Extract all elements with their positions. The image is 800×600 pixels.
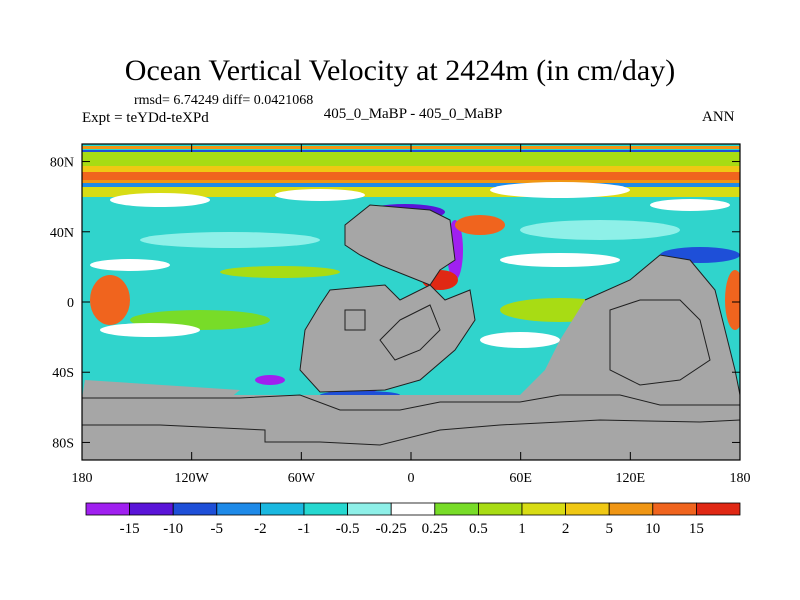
- colorbar-label: 1: [518, 521, 526, 537]
- colorbar-swatch: [565, 502, 610, 516]
- colorbar-swatch: [652, 502, 697, 516]
- stats-line: rmsd= 6.74249 diff= 0.0421068: [134, 93, 314, 108]
- colorbar-label: -10: [163, 521, 183, 537]
- colorbar-swatch: [347, 502, 392, 516]
- x-tick-label: 120W: [175, 471, 210, 486]
- y-tick-label: 40S: [52, 366, 74, 381]
- y-tick-label: 40N: [50, 226, 74, 241]
- x-axis: 180 120W 60W 0 60E 120E 180: [72, 144, 751, 486]
- x-tick-label: 180: [730, 471, 751, 486]
- colorbar-swatch: [608, 502, 654, 516]
- colorbar-label: 15: [689, 521, 704, 537]
- colorbar-label: -1: [298, 521, 311, 537]
- y-tick-label: 80S: [52, 436, 74, 451]
- season-label: ANN: [702, 109, 735, 125]
- colorbar-label: 2: [562, 521, 570, 537]
- colorbar-label: -5: [211, 521, 224, 537]
- x-tick-label: 60E: [509, 471, 532, 486]
- colorbar-swatch: [303, 502, 348, 516]
- y-tick-label: 80N: [50, 156, 74, 171]
- colorbar-label: -0.5: [336, 521, 360, 537]
- experiment-label: Expt = teYDd-teXPd: [82, 110, 209, 126]
- colorbar-label: 10: [645, 521, 660, 537]
- x-tick-label: 120E: [616, 471, 646, 486]
- chart-title: Ocean Vertical Velocity at 2424m (in cm/…: [124, 54, 676, 87]
- colorbar-swatch: [172, 502, 218, 516]
- case-label: 405_0_MaBP - 405_0_MaBP: [323, 106, 503, 122]
- colorbar-label: -0.25: [376, 521, 407, 537]
- y-tick-label: 0: [67, 296, 74, 311]
- colorbar-label: 5: [605, 521, 613, 537]
- x-tick-label: 60W: [288, 471, 316, 486]
- colorbar-swatch: [216, 502, 261, 516]
- colorbar-swatch: [129, 502, 174, 516]
- colorbar-swatch: [521, 502, 566, 516]
- landmasses: [82, 205, 740, 460]
- colorbar-label: 0.25: [422, 521, 448, 537]
- colorbar-label: 0.5: [469, 521, 488, 537]
- x-tick-label: 180: [72, 471, 93, 486]
- colorbar-swatch: [85, 502, 130, 516]
- colorbar-swatch: [477, 502, 523, 516]
- y-axis: 80N 40N 0 40S 80S: [50, 156, 740, 451]
- colorbar: -15 -10 -5 -2 -1 -0.5 -0.25 0.25 0.5 1 2 5 10 15: [85, 502, 741, 537]
- colorbar-label: -2: [254, 521, 267, 537]
- x-tick-label: 0: [408, 471, 415, 486]
- coastlines: [82, 204, 740, 446]
- colorbar-swatch: [696, 502, 741, 516]
- map-field: [82, 144, 740, 460]
- colorbar-swatch: [259, 502, 305, 516]
- colorbar-label: -15: [120, 521, 140, 537]
- colorbar-swatch: [390, 502, 436, 516]
- colorbar-swatch: [434, 502, 479, 516]
